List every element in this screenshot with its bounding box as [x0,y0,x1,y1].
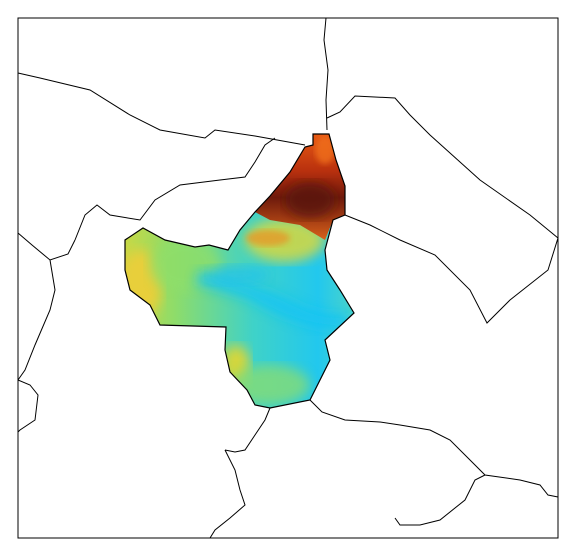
map-frame-border [17,17,559,539]
study-area-boundary[interactable] [124,133,355,409]
administrative-boundaries[interactable] [17,17,559,539]
